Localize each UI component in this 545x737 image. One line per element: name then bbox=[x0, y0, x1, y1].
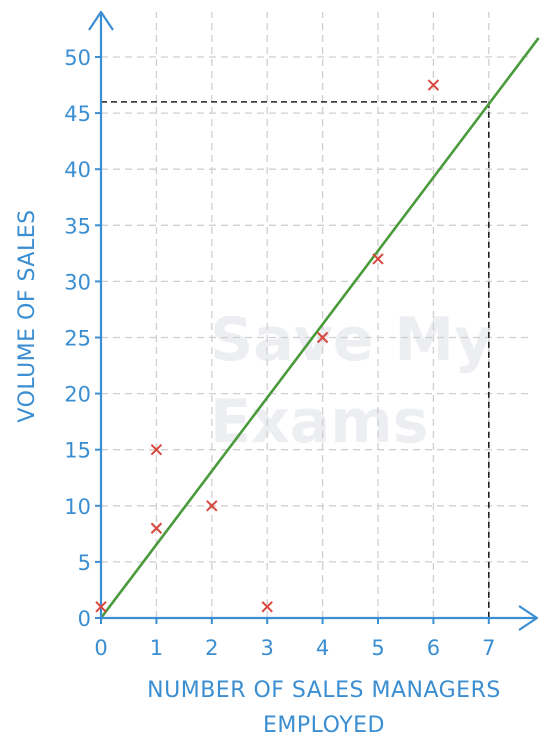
watermark-line-1: Save My bbox=[210, 305, 493, 375]
y-tick-label-40: 40 bbox=[64, 158, 91, 182]
x-axis-arrow bbox=[518, 605, 539, 631]
x-tick-label-2: 2 bbox=[205, 636, 218, 660]
data-point-3-stroke-b bbox=[150, 522, 163, 534]
x-tick-label-6: 6 bbox=[427, 636, 440, 660]
axis-titles: NUMBER OF SALES MANAGERS EMPLOYED VOLUME… bbox=[15, 209, 501, 737]
data-point-1 bbox=[95, 601, 107, 613]
data-point-7 bbox=[372, 253, 384, 265]
x-tick-label-5: 5 bbox=[371, 636, 384, 660]
reading-guides bbox=[101, 101, 490, 618]
y-tick-label-25: 25 bbox=[64, 327, 91, 351]
y-tick-label-10: 10 bbox=[64, 495, 91, 519]
data-point-8 bbox=[427, 79, 440, 91]
y-tick-label-45: 45 bbox=[64, 102, 91, 126]
y-tick-label-15: 15 bbox=[64, 439, 91, 463]
x-tick-label-0: 0 bbox=[94, 636, 107, 660]
axes bbox=[88, 10, 539, 631]
data-point-4 bbox=[206, 500, 218, 512]
trend-line bbox=[99, 37, 540, 619]
data-point-2 bbox=[150, 443, 163, 456]
data-point-7-stroke-b bbox=[372, 253, 384, 265]
data-point-6-stroke-b bbox=[316, 331, 329, 344]
y-tick-label-35: 35 bbox=[64, 214, 91, 238]
x-tick-label-3: 3 bbox=[261, 636, 274, 660]
data-point-3 bbox=[150, 522, 163, 534]
y-tick-label-30: 30 bbox=[64, 270, 91, 294]
y-tick-label-0: 0 bbox=[78, 607, 91, 631]
y-tick-label-20: 20 bbox=[64, 383, 91, 407]
data-point-5-stroke-b bbox=[261, 601, 273, 613]
watermark: Save My Exams bbox=[210, 305, 493, 457]
trend-line-group bbox=[99, 37, 540, 619]
y-tick-label-50: 50 bbox=[64, 46, 91, 70]
y-axis-title: VOLUME OF SALES bbox=[15, 209, 40, 422]
y-axis-arrow bbox=[88, 10, 114, 31]
data-point-8-stroke-b bbox=[427, 79, 440, 91]
watermark-line-2: Exams bbox=[210, 387, 428, 457]
x-axis-title-line-1: NUMBER OF SALES MANAGERS bbox=[147, 678, 501, 703]
data-point-4-stroke-b bbox=[206, 500, 218, 512]
data-point-2-stroke-b bbox=[150, 443, 163, 456]
data-points bbox=[95, 79, 440, 613]
x-axis-title-line-2: EMPLOYED bbox=[263, 713, 385, 737]
x-tick-label-4: 4 bbox=[316, 636, 329, 660]
data-point-5 bbox=[261, 601, 273, 613]
data-point-6 bbox=[316, 331, 329, 344]
y-tick-label-5: 5 bbox=[78, 551, 91, 575]
data-point-1-stroke-b bbox=[95, 601, 107, 613]
x-tick-label-7: 7 bbox=[482, 636, 495, 660]
x-tick-label-1: 1 bbox=[150, 636, 163, 660]
